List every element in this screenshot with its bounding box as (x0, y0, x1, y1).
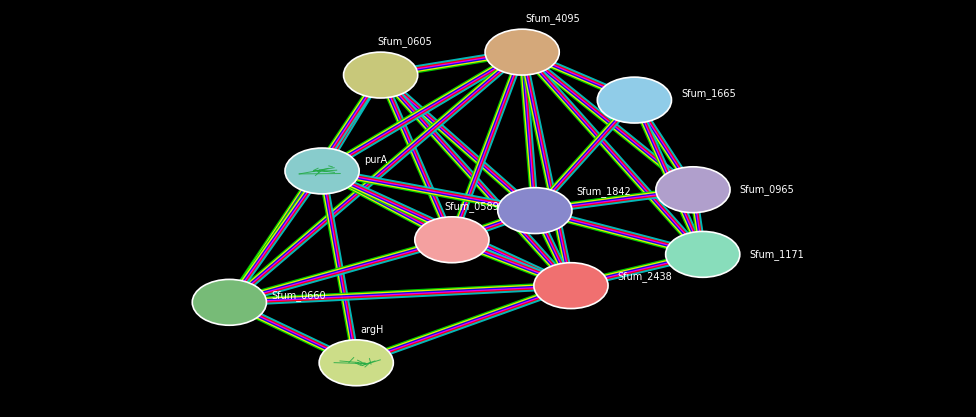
Ellipse shape (534, 263, 608, 309)
Ellipse shape (344, 52, 418, 98)
Ellipse shape (192, 279, 266, 325)
Ellipse shape (485, 29, 559, 75)
Text: Sfum_0660: Sfum_0660 (271, 290, 326, 301)
Text: Sfum_4095: Sfum_4095 (526, 13, 581, 24)
Text: Sfum_1842: Sfum_1842 (577, 186, 631, 197)
Text: argH: argH (360, 325, 384, 335)
Text: Sfum_0965: Sfum_0965 (740, 184, 794, 195)
Ellipse shape (285, 148, 359, 194)
Ellipse shape (415, 217, 489, 263)
Text: Sfum_2438: Sfum_2438 (618, 271, 672, 282)
Ellipse shape (666, 231, 740, 277)
Text: Sfum_1171: Sfum_1171 (750, 249, 804, 260)
Text: Sfum_0589: Sfum_0589 (444, 201, 499, 212)
Text: Sfum_1665: Sfum_1665 (681, 88, 736, 99)
Ellipse shape (656, 167, 730, 213)
Ellipse shape (319, 340, 393, 386)
Ellipse shape (597, 77, 671, 123)
Text: purA: purA (364, 155, 387, 164)
Ellipse shape (498, 188, 572, 234)
Text: Sfum_0605: Sfum_0605 (377, 36, 431, 47)
